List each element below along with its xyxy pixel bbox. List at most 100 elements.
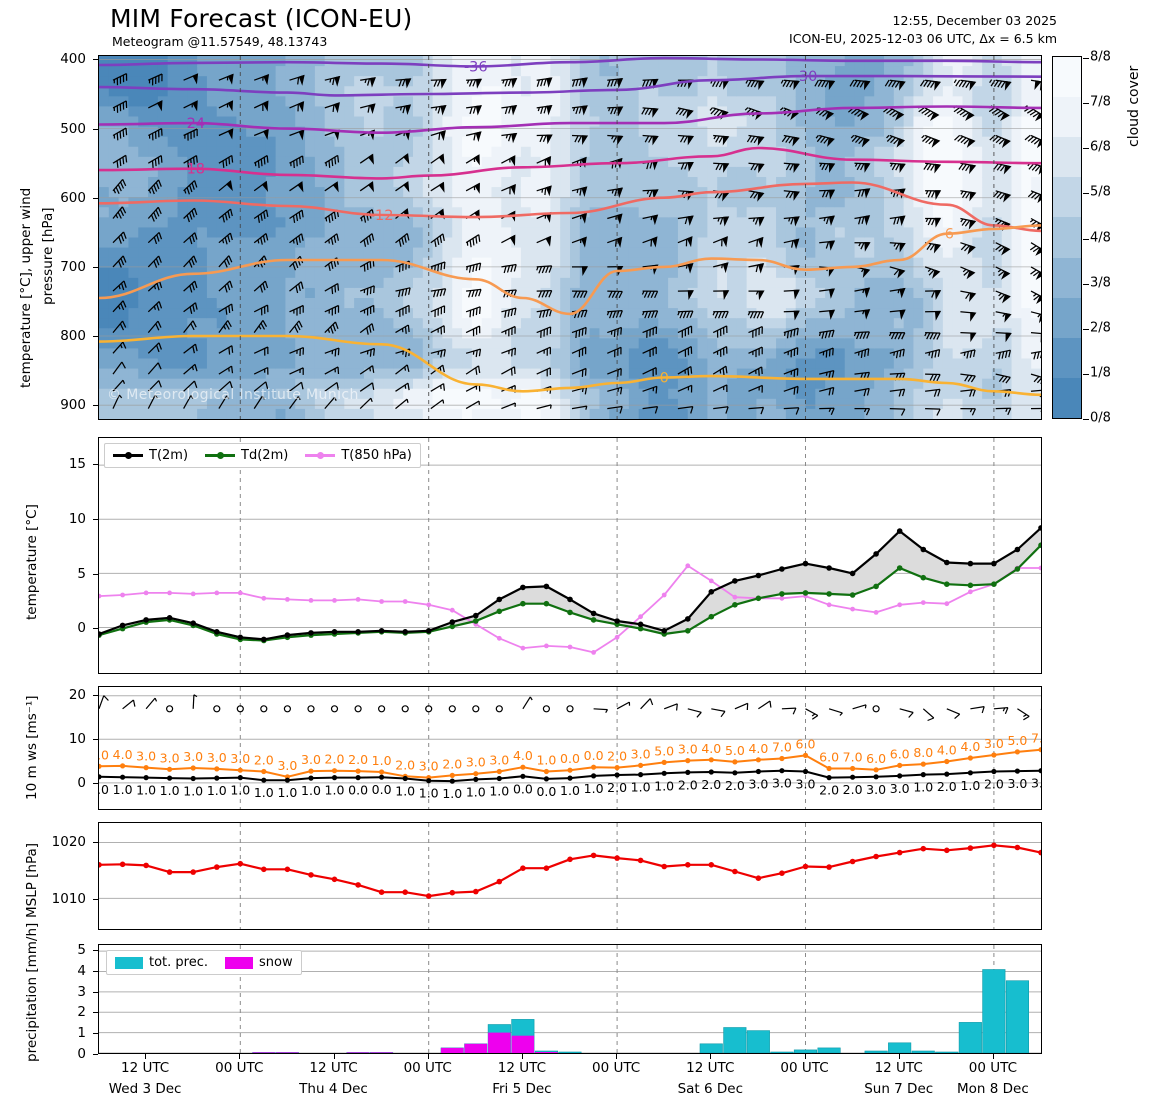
y-tick-mark <box>93 783 98 785</box>
windspeed-value-label: 1.0 <box>631 780 651 795</box>
precip-bar-total <box>558 1051 582 1053</box>
x-tick-time-label: 12 UTC <box>309 1060 358 1076</box>
precip-bar-total <box>723 1027 747 1053</box>
y-tick-label: 600 <box>60 189 86 206</box>
windspeed-value-label: 1.0 <box>160 783 180 798</box>
x-tick-time-label: 00 UTC <box>403 1060 452 1076</box>
gust-value-label: 2.0 <box>395 757 415 772</box>
colorbar-segment <box>1053 377 1081 418</box>
10m-wind-barbs <box>99 694 1041 722</box>
windspeed-value-label: 1.0 <box>395 784 415 799</box>
precip-bar-total <box>982 969 1006 1053</box>
upper-panel-plot: -36 -30 -24 -18 -12 -6 0 <box>99 56 1041 419</box>
x-tick-mark <box>521 1054 523 1059</box>
x-tick-day-label: Mon 8 Dec <box>957 1081 1029 1097</box>
gust-value-label: 0.0 <box>584 748 604 763</box>
y-tick-label: 1010 <box>51 890 86 907</box>
x-tick-mark <box>333 1054 335 1059</box>
precip-bar-total <box>958 1022 982 1053</box>
gridlines <box>99 695 1041 784</box>
windspeed-value-label: 2.0 <box>725 778 745 793</box>
precip-bar-snow <box>535 1052 558 1053</box>
upper-panel-gridlines <box>99 59 1041 406</box>
y-tick-mark <box>93 59 98 61</box>
gust-value-label: 4.0 <box>99 747 109 762</box>
windspeed-value-label: 2.0 <box>984 777 1004 792</box>
colorbar-segment <box>1053 337 1081 378</box>
y-tick-mark <box>93 1054 98 1055</box>
x-tick-day-label: Fri 5 Dec <box>492 1081 552 1097</box>
colorbar-segment <box>1053 97 1081 138</box>
gust-value-label: 4.0 <box>113 747 133 762</box>
colorbar-tick-label: 4/8 <box>1090 230 1111 245</box>
y-tick-label: 800 <box>60 328 86 345</box>
x-tick-time-label: 12 UTC <box>497 1060 547 1076</box>
legend-line-swatch <box>305 451 336 460</box>
colorbar-tick <box>1083 238 1089 240</box>
legend-label: Td(2m) <box>241 448 289 463</box>
colorbar-title: cloud cover <box>1126 65 1142 147</box>
windspeed-value-label: 1.0 <box>277 785 297 800</box>
colorbar-segment <box>1053 257 1081 298</box>
windspeed-value-label: 0.0 <box>536 784 556 799</box>
y-tick-label: 1 <box>77 1025 86 1042</box>
x-tick-time-label: 00 UTC <box>215 1060 264 1076</box>
y-tick-label: 10 <box>68 510 86 527</box>
colorbar-segment <box>1053 217 1081 258</box>
colorbar-tick <box>1083 58 1089 59</box>
isotherm-contour-labels: -36 -30 -24 -18 -12 -6 0 <box>181 59 954 387</box>
y-tick-label: 0 <box>77 1046 86 1062</box>
precip-bar-snow <box>346 1052 370 1053</box>
x-tick-day-label: Wed 3 Dec <box>108 1081 182 1097</box>
precip-bar-total <box>699 1043 723 1053</box>
y-tick-mark <box>93 464 98 466</box>
x-tick-time-label: 00 UTC <box>780 1060 829 1076</box>
x-tick-time-label: 12 UTC <box>686 1060 735 1076</box>
precip-bar-total <box>793 1049 818 1053</box>
series-ws <box>99 768 1041 784</box>
gust-value-label: 8.0 <box>913 745 933 760</box>
colorbar-tick <box>1083 193 1089 195</box>
legend-item: snow <box>225 955 293 970</box>
wind-panel: 4.01.04.01.03.01.03.01.03.01.03.01.03.01… <box>98 686 1042 810</box>
gust-value-label: 5.0 <box>654 743 674 758</box>
gust-value-label: 2.0 <box>442 756 462 771</box>
gust-value-label: 2.0 <box>325 752 345 767</box>
precip-bar-total <box>888 1042 912 1053</box>
windspeed-value-label: 1.0 <box>584 781 604 796</box>
gust-value-label: 4.0 <box>937 743 957 758</box>
upper-panel-ylabel-line2: pressure [hPa] <box>40 207 56 306</box>
windspeed-value-label: 1.0 <box>466 784 486 799</box>
windspeed-value-label: 1.0 <box>325 783 345 798</box>
contour-label: 0 <box>660 371 669 387</box>
x-tick-mark <box>616 1054 618 1059</box>
precip-bar-total <box>864 1050 888 1053</box>
gust-value-label: 4.0 <box>748 741 768 756</box>
precip-bar-total <box>911 1050 935 1053</box>
gust-value-label: 0.0 <box>560 751 580 766</box>
y-tick-label: 10 <box>68 731 86 748</box>
gust-value-label: 4.0 <box>513 748 533 763</box>
precipitation-legend: tot. prec. snow <box>106 950 302 975</box>
contour-label: -24 <box>181 116 205 132</box>
windspeed-value-label: 2.0 <box>607 780 627 795</box>
y-tick-label: 700 <box>60 258 86 275</box>
windspeed-value-label: 1.0 <box>183 784 203 799</box>
colorbar-tick <box>1083 328 1089 330</box>
legend-line-swatch <box>205 451 236 460</box>
y-tick-label: 5 <box>77 942 86 959</box>
legend-item: tot. prec. <box>115 955 208 970</box>
y-tick-mark <box>93 1012 98 1014</box>
precip-bar-snow <box>276 1052 299 1053</box>
gust-value-label: 5.0 <box>725 743 745 758</box>
contour-label: -36 <box>464 59 488 75</box>
gust-value-label: 7.0 <box>772 740 792 755</box>
gust-value-label: 3.0 <box>136 749 156 764</box>
series-t-2m- <box>99 525 1041 643</box>
windspeed-value-label: 1.0 <box>113 782 133 797</box>
colorbar-tick <box>1083 148 1089 150</box>
y-tick-label: 15 <box>68 456 86 473</box>
contour-label: -30 <box>794 69 818 85</box>
legend-color-swatch <box>225 956 254 969</box>
